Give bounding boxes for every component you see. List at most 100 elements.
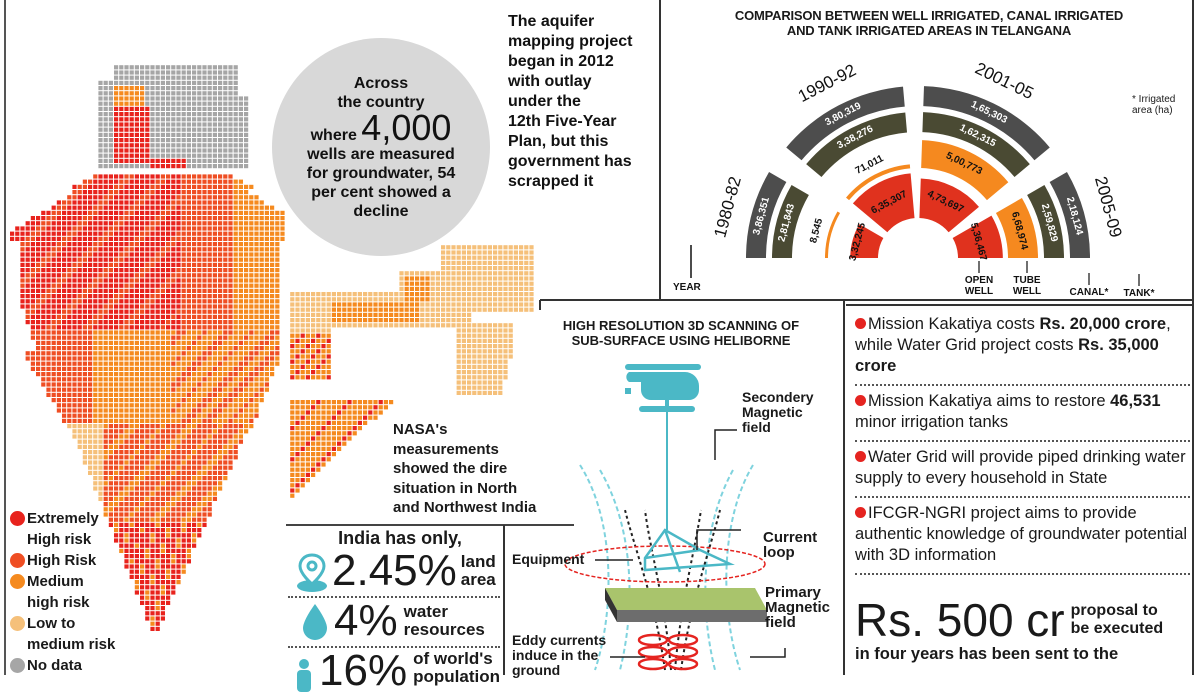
label-primary-field: Primary Magnetic field: [765, 585, 830, 630]
chart-legend-label: OPEN WELL: [965, 275, 993, 297]
chart-title: COMPARISON BETWEEN WELL IRRIGATED, CANAL…: [664, 8, 1194, 38]
label-line: Magnetic: [765, 599, 831, 616]
stat-label: of world's: [413, 649, 493, 668]
legend-swatch-icon: [10, 616, 25, 631]
aquifer-line: began in 2012: [508, 53, 614, 70]
aquifer-line: 12th Five-Year: [508, 113, 617, 130]
aquifer-line: scrapped it: [508, 173, 594, 190]
stat-label: resources: [403, 620, 485, 639]
legend-label: Low to medium risk: [27, 615, 116, 653]
helicopter-icon: [625, 364, 701, 412]
chart-bar-tank--2005-09: [1049, 172, 1090, 258]
nasa-line: showed the dire: [393, 460, 508, 477]
nasa-note: NASA's measurements showed the dire situ…: [393, 420, 536, 518]
bullet-icon: [855, 318, 866, 329]
wells-stat-bubble: Across the country where 4,000 wells are…: [272, 38, 490, 256]
stats-intro: India has only,: [338, 528, 462, 548]
chart-bar-tube-well-2005-09: [995, 198, 1038, 258]
chart-border-left: [659, 0, 661, 300]
chart-year-label: 2005-09: [1091, 174, 1126, 239]
fact-item: Water Grid will provide piped drinking w…: [855, 447, 1195, 493]
fact-text: , while Water Grid project costs: [855, 315, 1171, 354]
per-cent: per cent: [311, 184, 374, 201]
scan-title-line1: HIGH RESOLUTION 3D SCANNING OF: [562, 318, 800, 333]
label-line: field: [742, 419, 771, 435]
chart-legend-label: CANAL*: [1070, 287, 1109, 298]
bubble-line: decline: [353, 203, 409, 220]
bubble-line: the country: [337, 94, 425, 111]
nasa-divider: [286, 524, 574, 526]
aquifer-note: The aquifer mapping project began in 201…: [508, 12, 658, 192]
proposal-block: Rs. 500 cr proposal to be executed in fou…: [855, 596, 1191, 664]
chart-bar-open-well-1990-92: [852, 173, 915, 233]
chart-bar-open-well-2005-09: [952, 215, 1003, 258]
stat-population: 16% of world's population: [288, 648, 500, 694]
label-line: induce in the: [512, 647, 599, 663]
stat-value: 4%: [334, 596, 398, 645]
fact-text: Mission Kakatiya costs: [868, 315, 1040, 333]
stat-value: 2.45%: [332, 546, 457, 595]
chart-bar-canal--1980-82: [772, 185, 809, 258]
bubble-where: where: [310, 127, 357, 144]
nasa-line: and Northwest India: [393, 499, 537, 516]
fact-divider: [855, 384, 1190, 386]
proposal-text: be executed: [1070, 620, 1164, 637]
chart-bar-tank--1980-82: [746, 172, 787, 258]
fact-text: Rs. 20,000 crore: [1039, 315, 1167, 333]
frame-border-right: [1192, 0, 1194, 675]
heliborne-scan-diagram: [564, 364, 786, 671]
aquifer-line: mapping project: [508, 33, 633, 50]
legend-swatch-icon: [10, 553, 25, 568]
decline-percent: 54: [437, 165, 456, 182]
chart-title-line2: AND TANK IRRIGATED AREAS IN TELANGANA: [786, 23, 1072, 38]
label-line: Secondery: [742, 389, 814, 405]
legend-item: High Risk: [10, 550, 115, 571]
india-stats: India has only, 2.45% land area 4% water r…: [288, 528, 500, 694]
chart-year-label: 2001-05: [972, 59, 1036, 103]
stat-divider: [288, 596, 500, 598]
label-line: field: [765, 614, 796, 631]
scan-border-right: [843, 300, 845, 675]
chart-bar-tube-well-1980-82: [825, 211, 841, 258]
fact-text: 46,531: [1110, 392, 1161, 410]
chart-bar-tank--2001-05: [923, 86, 1050, 161]
label-current-loop: Current loop: [763, 530, 817, 560]
stats-border-right: [503, 525, 505, 675]
bullet-icon: [855, 451, 866, 462]
proposal-text: proposal to: [1070, 602, 1158, 619]
chart-year-label: 1990-92: [795, 60, 859, 106]
legend-label: No data: [27, 657, 83, 674]
scan-title-line2: SUB-SURFACE USING HELIBORNE: [571, 333, 791, 348]
legend-item: Low to medium risk: [10, 613, 115, 655]
stat-value: 16%: [319, 646, 408, 695]
label-eddy-currents: Eddy currents induce in the ground: [512, 633, 606, 678]
legend-label: High Risk: [27, 552, 97, 569]
chart-bar-canal--2005-09: [1027, 185, 1064, 258]
facts-list: Mission Kakatiya costs Rs. 20,000 crore,…: [855, 314, 1195, 580]
label-line: Magnetic: [742, 404, 803, 420]
label-secondary-field: Secondery Magnetic field: [742, 390, 814, 435]
map-legend: Extremely High risk High Risk Medium high ri…: [10, 508, 115, 676]
water-drop-icon: [303, 604, 327, 640]
stat-label: water: [403, 602, 449, 621]
chart-legend-label: TUBE WELL: [1013, 275, 1041, 297]
bubble-line: for groundwater,: [306, 165, 433, 182]
fact-text: Rs. 35,000 crore: [855, 336, 1159, 375]
chart-bar-open-well-1980-82: [850, 224, 884, 258]
location-pin-icon: [297, 553, 327, 592]
fact-item: Mission Kakatiya costs Rs. 20,000 crore,…: [855, 314, 1195, 381]
fact-item: Mission Kakatiya aims to restore 46,531 …: [855, 391, 1195, 437]
chart-bar-canal--2001-05: [922, 112, 1030, 178]
chart-bar-tank--1990-92: [786, 86, 905, 161]
nasa-line: situation in North: [393, 479, 518, 497]
chart-title-line1: COMPARISON BETWEEN WELL IRRIGATED, CANAL…: [734, 8, 1124, 23]
bubble-line: wells are measured: [307, 146, 455, 163]
people-icon: [297, 659, 311, 692]
fact-divider: [855, 573, 1190, 575]
scan-title: HIGH RESOLUTION 3D SCANNING OF SUB-SURFA…: [526, 318, 836, 348]
chart-border-bottom: [540, 299, 1194, 301]
fact-item: IFCGR-NGRI project aims to provide authe…: [855, 503, 1195, 570]
ground-slab: [605, 588, 767, 622]
stat-divider: [288, 646, 500, 648]
